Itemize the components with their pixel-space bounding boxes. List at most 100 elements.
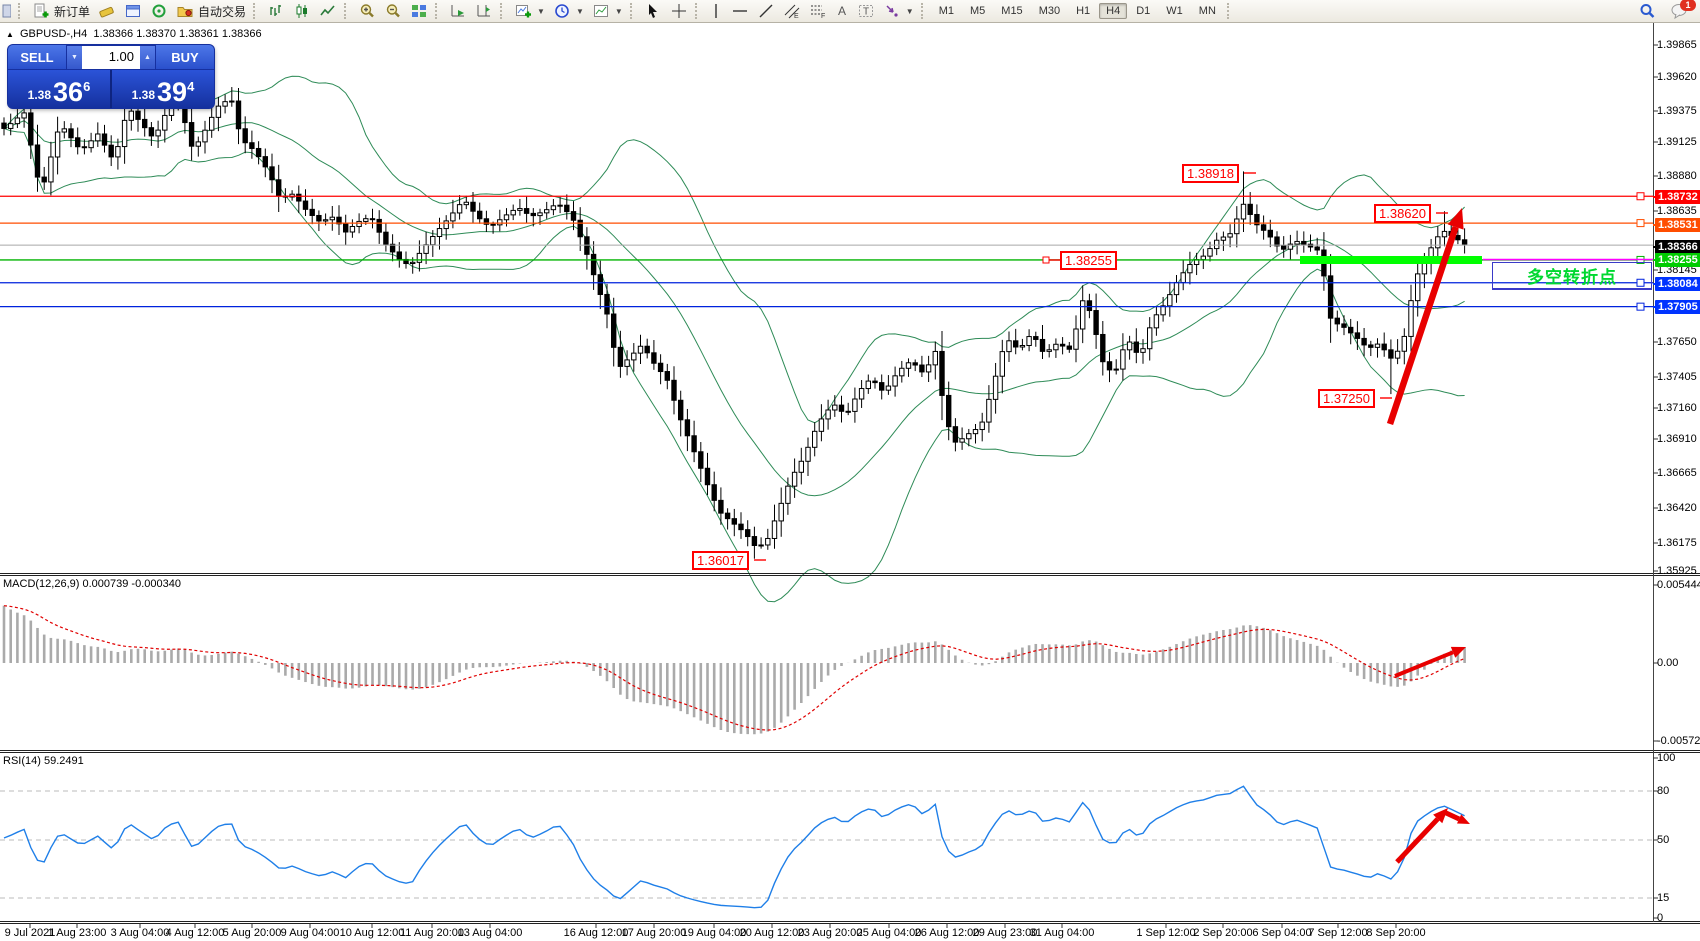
price-callout-label[interactable]: 1.37250 xyxy=(1318,389,1375,408)
buy-button[interactable]: BUY xyxy=(156,45,214,70)
timeframe-button-H4[interactable]: H4 xyxy=(1099,3,1128,19)
buy-price-big: 39 xyxy=(157,77,188,107)
text-label-tool-icon[interactable]: T xyxy=(853,1,879,21)
date-tick-label: 10 Aug 12:00 xyxy=(339,927,405,939)
toolbar-separator xyxy=(435,3,442,19)
toolbar-separator xyxy=(920,3,928,19)
text-tool-icon[interactable]: A xyxy=(831,1,853,21)
price-divider xyxy=(110,70,112,108)
add-indicator-button[interactable]: ▼ xyxy=(510,1,549,21)
price-tick-label: 1.38145 xyxy=(1657,264,1697,276)
cursor-tool-icon[interactable] xyxy=(640,1,666,21)
volume-value[interactable]: 1.00 xyxy=(108,49,134,64)
autotrading-button[interactable]: 自动交易 xyxy=(172,1,250,21)
chevron-down-icon: ▼ xyxy=(575,6,584,16)
template-icon xyxy=(593,5,608,17)
signal-icon[interactable] xyxy=(146,1,172,21)
rsi-tick-label: 80 xyxy=(1657,785,1670,797)
notifications-button[interactable]: 1 xyxy=(1666,0,1696,21)
new-order-icon xyxy=(34,3,49,18)
timeframe-button-D1[interactable]: D1 xyxy=(1136,5,1151,17)
timeframe-button-H1[interactable]: H1 xyxy=(1076,5,1091,17)
zoom-out-icon[interactable] xyxy=(380,1,406,21)
date-tick-label: 16 Aug 12:00 xyxy=(563,927,629,939)
price-tick-label: 1.35925 xyxy=(1657,565,1697,577)
timeframe-button-M15[interactable]: M15 xyxy=(1001,5,1023,17)
candlestick-mode-icon[interactable] xyxy=(289,1,315,21)
chevron-down-icon: ▼ xyxy=(905,6,914,16)
volume-decrease-button[interactable]: ▼ xyxy=(67,46,82,69)
date-tick-label: 8 Sep 20:00 xyxy=(1366,927,1426,939)
notification-badge: 1 xyxy=(1680,0,1696,11)
volume-input[interactable]: ▼ 1.00 ▲ xyxy=(66,45,156,70)
date-tick-label: 25 Aug 04:00 xyxy=(856,927,922,939)
template-button[interactable]: ▼ xyxy=(588,1,627,21)
sell-price[interactable]: 1.38 36 6 xyxy=(8,70,110,108)
tile-windows-icon[interactable] xyxy=(406,1,432,21)
line-chart-mode-icon[interactable] xyxy=(315,1,341,21)
rsi-label: RSI(14) 59.2491 xyxy=(3,755,84,767)
timeframe-button-W1[interactable]: W1 xyxy=(1166,5,1183,17)
toolbar-separator xyxy=(629,3,637,19)
price-level-badge: 1.38084 xyxy=(1655,277,1700,291)
collapse-arrow-icon[interactable]: ▲ xyxy=(6,30,14,39)
price-callout-label[interactable]: 1.36017 xyxy=(692,551,749,570)
rsi-tick-label: 0 xyxy=(1657,912,1664,924)
clock-icon xyxy=(555,4,569,18)
new-order-label: 新订单 xyxy=(54,4,91,19)
price-level-badge: 1.38531 xyxy=(1655,218,1700,232)
price-callout-label[interactable]: 1.38255 xyxy=(1060,251,1117,270)
date-tick-label: 7 Sep 12:00 xyxy=(1308,927,1368,939)
price-callout-label[interactable]: 1.38918 xyxy=(1182,164,1239,183)
date-tick-label: 19 Aug 04:00 xyxy=(681,927,747,939)
chart-shift-icon[interactable] xyxy=(471,1,497,21)
new-order-button[interactable]: 新订单 xyxy=(28,1,94,21)
period-button[interactable]: ▼ xyxy=(549,1,588,21)
price-tick-label: 1.39865 xyxy=(1657,39,1697,51)
date-tick-label: 1 Aug 23:00 xyxy=(47,927,107,939)
date-tick-label: 4 Aug 12:00 xyxy=(165,927,225,939)
buy-price-prefix: 1.38 xyxy=(131,88,156,102)
autotrading-label: 自动交易 xyxy=(198,4,247,19)
date-tick-label: 26 Aug 12:00 xyxy=(914,927,980,939)
trendline-tool-icon[interactable] xyxy=(753,1,779,21)
price-callout-label[interactable]: 1.38620 xyxy=(1374,204,1431,223)
chart-title: ▲ GBPUSD-,H4 1.38366 1.38370 1.38361 1.3… xyxy=(6,28,262,40)
toolbar: 新订单 自动交易 ▼ ▼ xyxy=(0,0,1700,23)
sell-price-pip: 6 xyxy=(83,79,91,94)
buy-price[interactable]: 1.38 39 4 xyxy=(112,70,214,108)
price-tick-label: 1.39125 xyxy=(1657,136,1697,148)
horizontal-line-tool-icon[interactable] xyxy=(727,1,753,21)
chart-window-icon[interactable] xyxy=(120,1,146,21)
volume-increase-button[interactable]: ▲ xyxy=(140,46,155,69)
fibonacci-tool-icon[interactable]: F xyxy=(805,1,831,21)
equidistant-channel-tool-icon[interactable]: E xyxy=(779,1,805,21)
timeframe-button-M1[interactable]: M1 xyxy=(938,5,954,17)
price-level-badge: 1.38366 xyxy=(1655,240,1700,254)
price-tick-label: 1.36665 xyxy=(1657,467,1697,479)
bar-chart-mode-icon[interactable] xyxy=(263,1,289,21)
ohlc-high: 1.38370 xyxy=(136,28,176,40)
price-tick-label: 1.37405 xyxy=(1657,371,1697,383)
date-tick-label: 11 Aug 20:00 xyxy=(399,927,465,939)
timeframe-button-M5[interactable]: M5 xyxy=(970,5,986,17)
svg-text:F: F xyxy=(821,13,825,20)
eraser-icon[interactable] xyxy=(94,1,120,21)
toolbar-separator xyxy=(18,3,25,19)
auto-scroll-icon[interactable] xyxy=(445,1,471,21)
toolbar-separator xyxy=(500,3,507,19)
timeframe-button-MN[interactable]: MN xyxy=(1198,5,1216,17)
crosshair-tool-icon[interactable] xyxy=(666,1,692,21)
chevron-down-icon: ▼ xyxy=(614,6,623,16)
search-icon[interactable] xyxy=(1634,1,1660,21)
sell-button[interactable]: SELL xyxy=(8,45,66,70)
vertical-line-tool-icon[interactable] xyxy=(705,1,727,21)
timeframe-group: M1 M5 M15 M30 H1 H4 D1 W1 MN xyxy=(931,3,1224,19)
chart-fragment-icon[interactable] xyxy=(0,1,15,21)
timeframe-button-M30[interactable]: M30 xyxy=(1038,5,1061,17)
zoom-in-icon[interactable] xyxy=(354,1,380,21)
annotation-textbox[interactable]: 多空转折点 xyxy=(1492,262,1652,290)
ohlc-low: 1.38361 xyxy=(179,28,219,40)
arrows-tool-button[interactable]: ▼ xyxy=(879,1,918,21)
